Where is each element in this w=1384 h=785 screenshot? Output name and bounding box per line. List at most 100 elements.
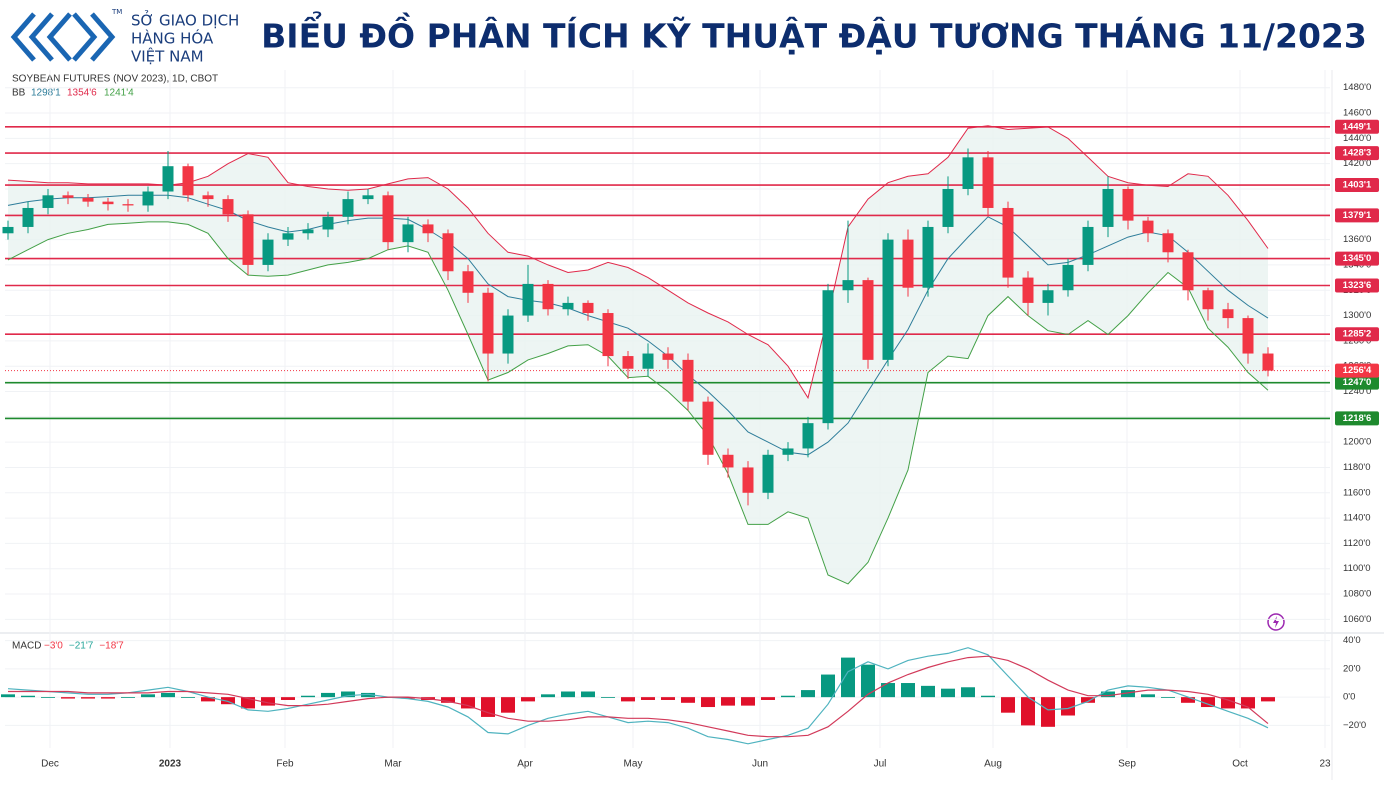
macd-histogram-bar [981,695,995,698]
macd-histogram-bar [1,694,15,698]
bb-upper [7,125,1269,400]
candle-body [262,239,274,265]
candle-body [762,454,774,493]
candle-body [162,166,174,192]
y-tick-label: 1160'0 [1343,487,1371,498]
candle-body [882,239,894,360]
y-tick-label: 1240'0 [1343,386,1371,397]
y-tick-label: 1200'0 [1343,437,1371,448]
candle-body [942,188,954,227]
macd-readout: −21'7 [69,641,94,652]
candle-body [902,239,914,288]
x-tick-label: Aug [984,759,1002,770]
level-label-box [1335,278,1379,293]
logo-line: VIỆT NAM [131,47,204,66]
macd-histogram-bar [1061,697,1075,716]
x-tick-label: Apr [517,759,533,770]
candle-body [42,195,54,208]
macd-histogram-bar [1221,697,1235,709]
macd-histogram-bar [841,657,855,698]
macd-histogram-bar [261,697,275,706]
bb-lower-readout: 1241'4 [104,88,134,99]
alert-icon[interactable] [1267,613,1285,631]
level-label-box [1335,146,1379,161]
macd-histogram-bar [741,697,755,706]
candle-body [502,315,514,354]
macd-histogram-bar [1141,694,1155,698]
x-tick-label: 2023 [159,759,182,770]
candle-body [282,233,294,240]
macd-histogram-bar [621,697,635,702]
macd-histogram-bar [1021,697,1035,726]
macd-histogram-bar [521,697,535,702]
candle-body [742,467,754,493]
y-tick-label: 1460'0 [1343,108,1371,119]
macd-histogram-bar [101,697,115,699]
macd-histogram-bar [321,692,335,698]
candle-body [1022,277,1034,303]
candle-body [362,195,374,200]
level-label-box [1335,178,1379,193]
y-tick-label: 1100'0 [1343,563,1371,574]
candle-body [602,313,614,357]
macd-histogram-bar [41,697,55,698]
candle-body [102,201,114,205]
y-tick-label: 0'0 [1343,692,1355,703]
candle-body [482,292,494,354]
macd-histogram-bar [361,692,375,698]
candle-body [862,280,874,360]
level-label: 1247'0 [1343,377,1372,388]
last-price-label: 1256'4 [1343,365,1372,376]
x-tick-label: Feb [276,759,294,770]
logo-line: HÀNG HÓA [131,29,214,48]
candle-body [802,423,814,449]
candle-body [1162,233,1174,253]
candle-body [402,224,414,243]
macd-histogram-bar [281,697,295,700]
macd-histogram-bar [561,691,575,698]
macd-readout: −18'7 [99,641,124,652]
band-fill [8,125,1268,584]
macd-histogram-bar [721,697,735,706]
macd-line [7,647,1269,745]
macd-histogram-bar [641,697,655,700]
logo-line: SỞ GIAO DỊCH [131,10,239,30]
macd-histogram-bar [181,697,195,698]
bb-middle-readout: 1298'1 [31,88,61,99]
macd-histogram-bar [501,697,515,713]
candle-body [682,359,694,402]
logo-tm: TM [111,8,122,16]
macd-histogram-bar [1101,691,1115,698]
x-tick-label: Jul [874,759,887,770]
macd-label: MACD [12,641,41,652]
bb-lower [7,221,1269,585]
macd-histogram-bar [541,694,555,698]
candle-body [1102,188,1114,227]
macd-histogram-bar [701,697,715,708]
candle-body [982,157,994,208]
candle-body [242,214,254,265]
level-label: 1218'6 [1343,413,1372,424]
macd-histogram-bar [1201,697,1215,708]
level-label-box [1335,119,1379,134]
macd-histogram-bar [201,697,215,702]
macd-histogram-bar [901,683,915,698]
candle-body [462,271,474,293]
candle-body [1222,309,1234,319]
level-label: 1285'2 [1343,329,1372,340]
candle-body [382,195,394,243]
candle-body [1242,318,1254,354]
last-price-box [1335,363,1379,378]
macd-histogram-bar [681,697,695,703]
candle-body [1042,290,1054,303]
y-tick-label: 1180'0 [1343,462,1371,473]
macd-histogram-bar [401,697,415,699]
macd-histogram-bar [441,697,455,703]
macd-histogram-bar [601,697,615,698]
macd-histogram-bar [661,697,675,700]
macd-histogram-bar [141,694,155,698]
bb-label: BB [12,88,26,99]
bb-legend: BB 1298'1 1354'6 1241'4 [12,88,134,99]
macd-histogram-bar [1161,697,1175,698]
